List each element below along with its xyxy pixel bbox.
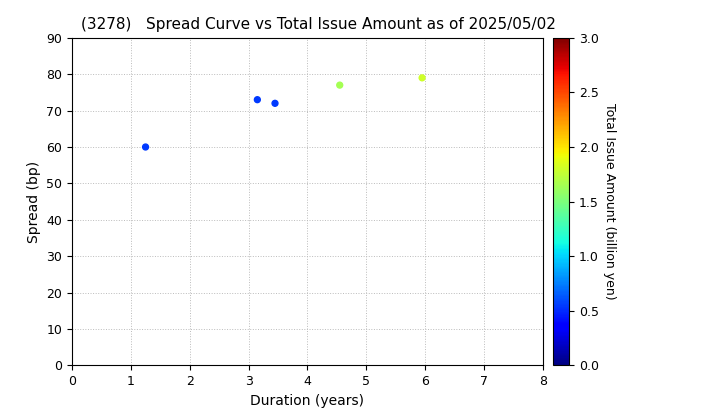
- Y-axis label: Total Issue Amount (billion yen): Total Issue Amount (billion yen): [603, 103, 616, 300]
- Point: [334, 82, 346, 89]
- Text: (3278)   Spread Curve vs Total Issue Amount as of 2025/05/02: (3278) Spread Curve vs Total Issue Amoun…: [81, 18, 557, 32]
- Point: [251, 96, 263, 103]
- Point: [140, 144, 151, 150]
- Point: [416, 74, 428, 81]
- Point: [269, 100, 281, 107]
- X-axis label: Duration (years): Duration (years): [251, 394, 364, 408]
- Y-axis label: Spread (bp): Spread (bp): [27, 160, 41, 243]
